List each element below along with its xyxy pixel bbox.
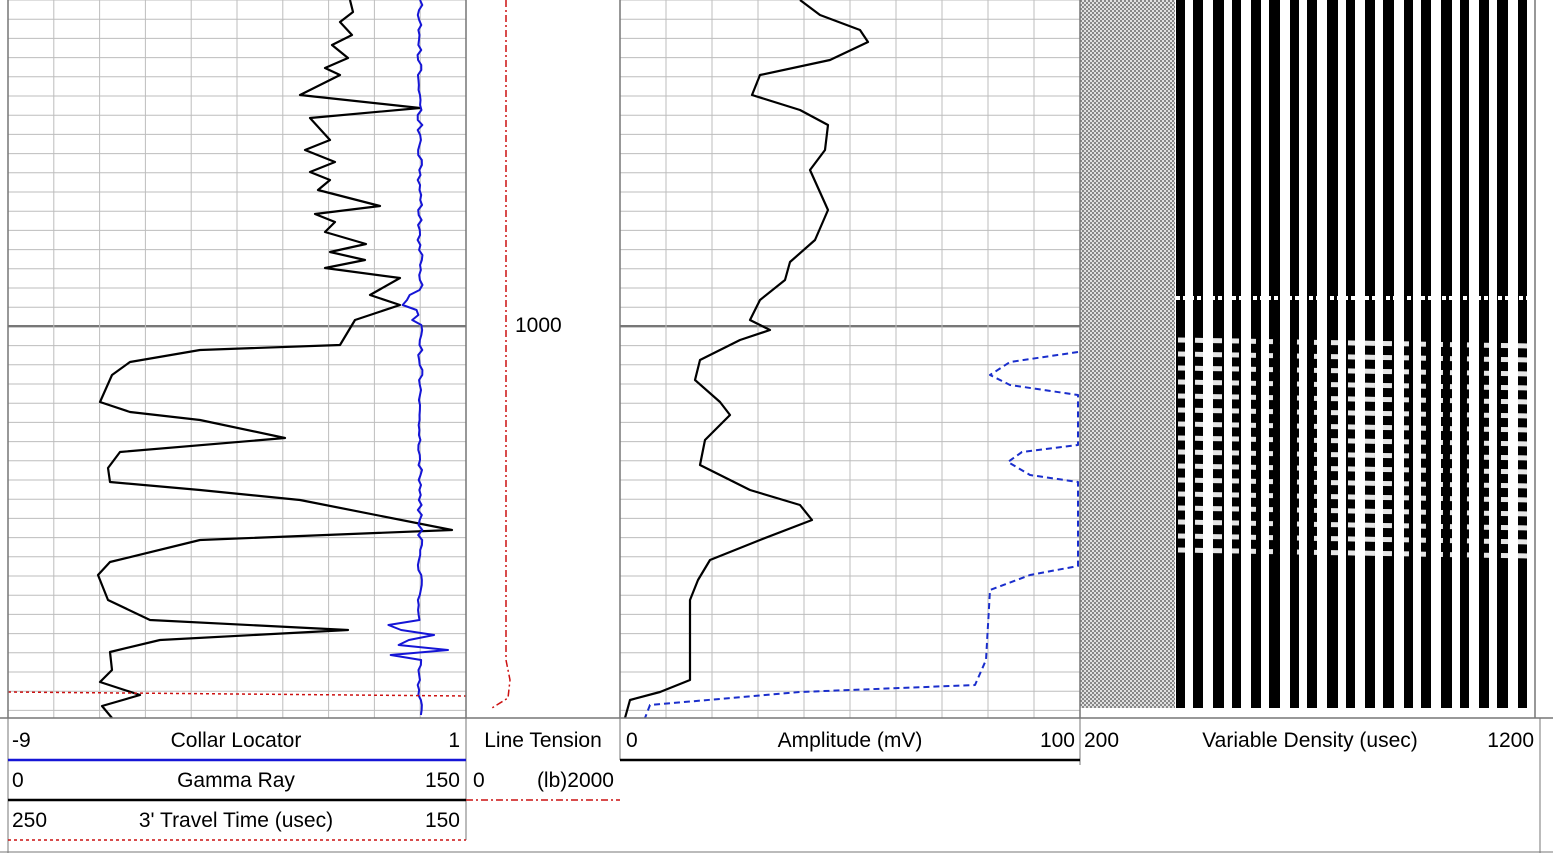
line-tension-curve [492, 0, 510, 708]
amplitude-curve [625, 0, 868, 718]
line-tension-max: (lb)2000 [520, 769, 614, 793]
gamma-ray-max: 150 [400, 769, 460, 793]
gamma-ray-title: Gamma Ray [80, 769, 392, 793]
collar-locator-min: -9 [12, 729, 31, 753]
travel-time-max: 150 [400, 809, 460, 833]
variable-density-title: Variable Density (usec) [1160, 729, 1460, 753]
travel-time-min: 250 [12, 809, 47, 833]
amplitude-secondary-curve [645, 352, 1078, 718]
vdl-stripe [1383, 0, 1394, 708]
vdl-stripe [1327, 0, 1338, 708]
vdl-stripe [1346, 0, 1355, 708]
amplitude-max: 100 [1010, 729, 1075, 753]
gamma-ray-curve [98, 0, 452, 718]
log-curves [8, 0, 1078, 718]
vdl-stripe [1441, 0, 1452, 708]
vdl-stripe [1421, 0, 1431, 708]
amplitude-min: 0 [626, 729, 638, 753]
vdl-stripe [1365, 0, 1375, 708]
vdl-stripe [1518, 0, 1527, 708]
vdl-stripe [1479, 0, 1489, 708]
variable-density-min: 200 [1084, 729, 1119, 753]
amplitude-title: Amplitude (mV) [700, 729, 1000, 753]
left-track-grid [8, 0, 466, 718]
depth-label: 1000 [515, 314, 562, 338]
vdl-stripe [1404, 0, 1413, 708]
line-tension-title: Line Tension [466, 729, 620, 753]
variable-density-max: 1200 [1460, 729, 1534, 753]
vdl-casing-texture [1080, 0, 1175, 708]
line-tension-min: 0 [473, 769, 485, 793]
collar-locator-max: 1 [400, 729, 460, 753]
gamma-ray-min: 0 [12, 769, 24, 793]
vdl-stripe [1460, 0, 1469, 708]
variable-density-image [1080, 0, 1535, 708]
travel-time-title: 3' Travel Time (usec) [80, 809, 392, 833]
collar-locator-title: Collar Locator [80, 729, 392, 753]
vdl-stripe [1497, 0, 1508, 708]
